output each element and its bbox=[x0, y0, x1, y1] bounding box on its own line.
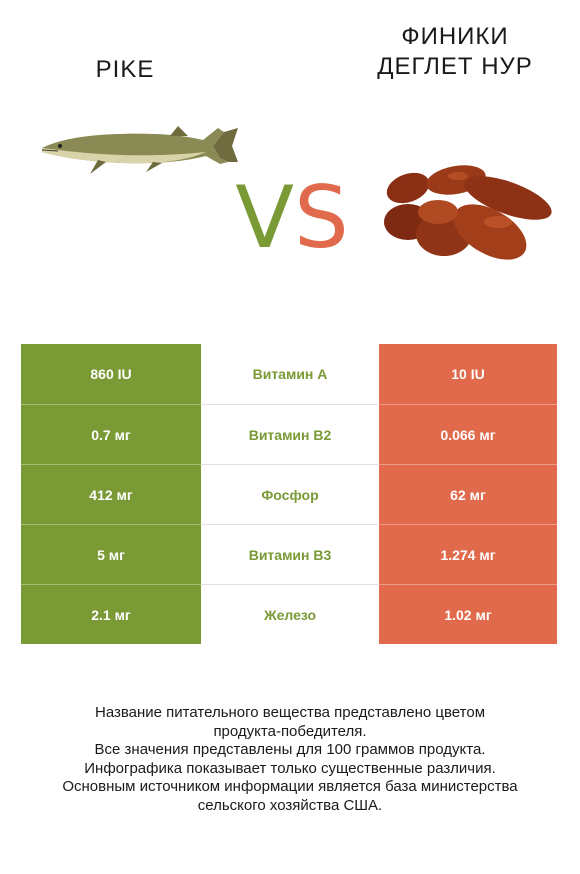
footer-line: продукта-победителя. bbox=[213, 722, 367, 740]
right-value: 1.02 мг bbox=[379, 584, 557, 644]
table-row: 5 мг Витамин B3 1.274 мг bbox=[21, 524, 557, 584]
left-value: 412 мг bbox=[21, 464, 201, 524]
table-row: 0.7 мг Витамин B2 0.066 мг bbox=[21, 404, 557, 464]
nutrient-name: Железо bbox=[201, 584, 379, 644]
table-row: 412 мг Фосфор 62 мг bbox=[21, 464, 557, 524]
nutrient-name: Фосфор bbox=[201, 464, 379, 524]
right-title-line-1: ФИНИКИ bbox=[401, 23, 509, 50]
nutrient-name: Витамин B2 bbox=[201, 404, 379, 464]
footer-line: Основным источником информации является … bbox=[62, 778, 518, 795]
left-value: 2.1 мг bbox=[21, 584, 201, 644]
vs-v: V bbox=[235, 168, 295, 268]
right-value: 1.274 мг bbox=[379, 524, 557, 584]
left-product-title: PIKE bbox=[95, 56, 155, 83]
footer-line: Все значения представлены для 100 граммо… bbox=[94, 741, 486, 758]
footer-line: Инфографика показывает только существенн… bbox=[84, 759, 496, 777]
right-title-line-2: ДЕГЛЕТ НУР bbox=[377, 53, 533, 80]
left-value: 860 IU bbox=[21, 344, 201, 404]
table-row: 860 IU Витамин A 10 IU bbox=[21, 344, 557, 404]
vs-label: VS bbox=[222, 168, 362, 268]
right-product-title: ФИНИКИ ДЕГЛЕТ НУР bbox=[350, 22, 560, 82]
footer-line: сельского хозяйства США. bbox=[197, 796, 383, 814]
nutrient-name: Витамин A bbox=[201, 344, 379, 404]
comparison-table: 860 IU Витамин A 10 IU 0.7 мг Витамин B2… bbox=[21, 344, 557, 644]
left-value: 5 мг bbox=[21, 524, 201, 584]
left-value: 0.7 мг bbox=[21, 404, 201, 464]
dates-image bbox=[384, 165, 552, 260]
vs-s: S bbox=[294, 168, 349, 268]
right-value: 62 мг bbox=[379, 464, 557, 524]
footer-line: Название питательного вещества представл… bbox=[94, 704, 486, 721]
right-value: 10 IU bbox=[379, 344, 557, 404]
footer-notes: Название питательного вещества представл… bbox=[20, 704, 560, 815]
right-value: 0.066 мг bbox=[379, 404, 557, 464]
pike-fish-image bbox=[41, 126, 238, 174]
nutrient-name: Витамин B3 bbox=[201, 524, 379, 584]
table-row: 2.1 мг Железо 1.02 мг bbox=[21, 584, 557, 644]
